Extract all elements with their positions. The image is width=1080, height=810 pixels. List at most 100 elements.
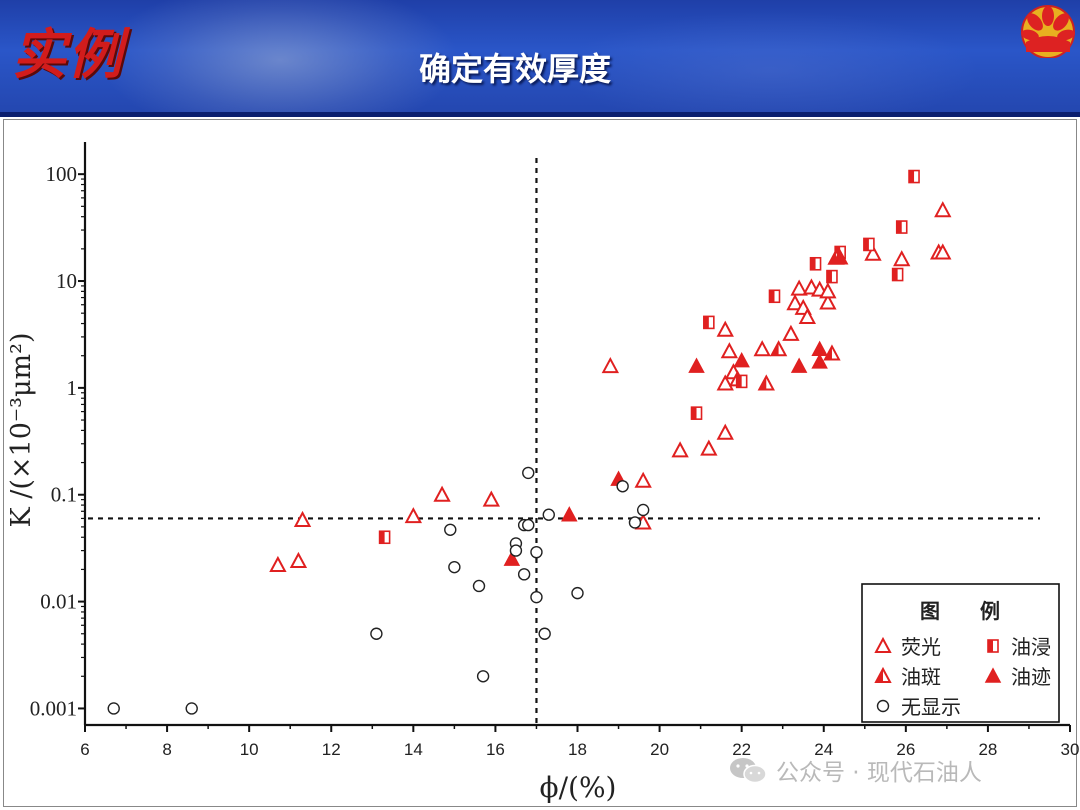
oil_immersed-point bbox=[891, 267, 904, 282]
legend-no_show-label: 无显示 bbox=[901, 695, 961, 719]
no_show-point bbox=[370, 627, 383, 640]
fluorescent-point bbox=[864, 244, 882, 261]
y-tick-label: 0.001 bbox=[30, 696, 77, 720]
legend-title: 图 例 bbox=[920, 599, 1000, 623]
no_show-point bbox=[476, 670, 490, 683]
no_show-point bbox=[636, 503, 650, 517]
x-tick-label: 30 bbox=[1061, 740, 1080, 759]
no_show-point bbox=[530, 545, 543, 559]
legend-no_show-icon bbox=[876, 699, 890, 713]
x-tick-label: 10 bbox=[240, 740, 259, 759]
no_show-point bbox=[509, 544, 523, 557]
x-tick-label: 8 bbox=[162, 740, 171, 759]
oil_immersed-point bbox=[863, 237, 875, 252]
oil_trace-point bbox=[811, 353, 828, 369]
fluorescent-point bbox=[786, 294, 804, 311]
no_show-point bbox=[444, 523, 457, 536]
legend-oil_immersed-label: 油浸 bbox=[1011, 635, 1051, 659]
legend-fluorescent-icon bbox=[874, 636, 892, 653]
slide-header: 实例 确定有效厚度 bbox=[0, 0, 1080, 112]
wechat-icon bbox=[730, 758, 767, 784]
legend-oil_spot-label: 油斑 bbox=[901, 665, 941, 689]
y-tick-label: 0.1 bbox=[51, 483, 77, 507]
fluorescent-point bbox=[819, 282, 837, 299]
y-tick-label: 0.01 bbox=[40, 590, 77, 614]
oil_spot-point bbox=[757, 374, 775, 391]
legend-box bbox=[861, 583, 1060, 723]
x-tick-label: 12 bbox=[322, 740, 341, 759]
fluorescent-point bbox=[720, 342, 739, 359]
no_show-point bbox=[107, 702, 120, 715]
fluorescent-point bbox=[293, 510, 312, 528]
y-tick-label: 100 bbox=[46, 162, 78, 186]
oil_trace-point bbox=[831, 249, 849, 265]
x-tick-label: 22 bbox=[732, 740, 751, 759]
legend-oil_spot-icon bbox=[874, 666, 892, 683]
fluorescent-point bbox=[634, 471, 652, 488]
fluorescent-point bbox=[934, 201, 952, 218]
y-tick-label: 1 bbox=[67, 376, 78, 400]
oil_immersed-point bbox=[908, 169, 920, 184]
no_show-point bbox=[448, 560, 461, 574]
no_show-point bbox=[542, 508, 555, 521]
fluorescent-point bbox=[753, 340, 771, 357]
no_show-point bbox=[628, 516, 642, 529]
oil_immersed-point bbox=[768, 289, 781, 304]
no_show-point bbox=[530, 590, 543, 604]
fluorescent-point bbox=[819, 293, 837, 310]
oil_trace-point bbox=[733, 352, 750, 368]
fluorescent-point bbox=[893, 250, 911, 267]
oil_trace-point bbox=[503, 550, 521, 566]
fluorescent-point bbox=[269, 555, 287, 573]
x-tick-label: 28 bbox=[978, 740, 997, 759]
y-tick-label: 10 bbox=[56, 269, 77, 293]
no_show-point bbox=[522, 466, 535, 480]
fluorescent-point bbox=[782, 324, 800, 341]
header-decoration-2 bbox=[560, 10, 980, 112]
no_show-point bbox=[517, 568, 531, 581]
x-axis-label: ϕ/(%) bbox=[540, 771, 617, 804]
x-tick-label: 24 bbox=[814, 740, 833, 759]
fluorescent-point bbox=[716, 320, 734, 337]
oil_trace-point bbox=[811, 340, 828, 356]
fluorescent-point bbox=[671, 441, 689, 458]
legend-fluorescent-label: 荧光 bbox=[901, 635, 941, 659]
no_show-point bbox=[616, 480, 629, 493]
no_show-point bbox=[571, 586, 584, 600]
company-logo-icon bbox=[1021, 5, 1075, 58]
x-tick-label: 20 bbox=[650, 740, 669, 759]
oil_immersed-point bbox=[826, 269, 838, 284]
fluorescent-point bbox=[700, 439, 718, 456]
x-tick-label: 6 bbox=[80, 740, 89, 759]
slide-title: 确定有效厚度 bbox=[418, 50, 611, 88]
legend-oil_trace-icon bbox=[984, 667, 1002, 683]
x-tick-label: 18 bbox=[568, 740, 587, 759]
x-tick-label: 26 bbox=[896, 740, 915, 759]
fluorescent-point bbox=[404, 507, 423, 524]
fluorescent-point bbox=[716, 374, 734, 391]
header-divider bbox=[0, 112, 1080, 117]
header-decoration bbox=[100, 0, 460, 112]
oil_spot-point bbox=[823, 344, 841, 361]
x-tick-label: 16 bbox=[486, 740, 505, 759]
x-tick-label: 14 bbox=[404, 740, 423, 759]
no_show-point bbox=[538, 627, 551, 640]
y-axis-label: K /(×10⁻³μm²) bbox=[6, 333, 37, 528]
oil_immersed-point bbox=[703, 315, 715, 330]
chart-frame bbox=[3, 119, 1077, 807]
fluorescent-point bbox=[433, 485, 451, 502]
oil_immersed-point bbox=[735, 374, 748, 389]
legend-oil_trace-label: 油迹 bbox=[1011, 665, 1051, 689]
section-tag: 实例 bbox=[12, 22, 124, 86]
fluorescent-point bbox=[289, 551, 308, 568]
fluorescent-point bbox=[790, 279, 808, 296]
no_show-point bbox=[472, 579, 486, 593]
oil_immersed-point bbox=[690, 406, 703, 420]
oil_immersed-point bbox=[895, 220, 908, 234]
fluorescent-point bbox=[601, 356, 620, 374]
oil_trace-point bbox=[688, 357, 705, 373]
watermark: 公众号 · 现代石油人 bbox=[728, 750, 982, 790]
oil_spot-point bbox=[769, 340, 788, 357]
no_show-point bbox=[522, 518, 535, 532]
